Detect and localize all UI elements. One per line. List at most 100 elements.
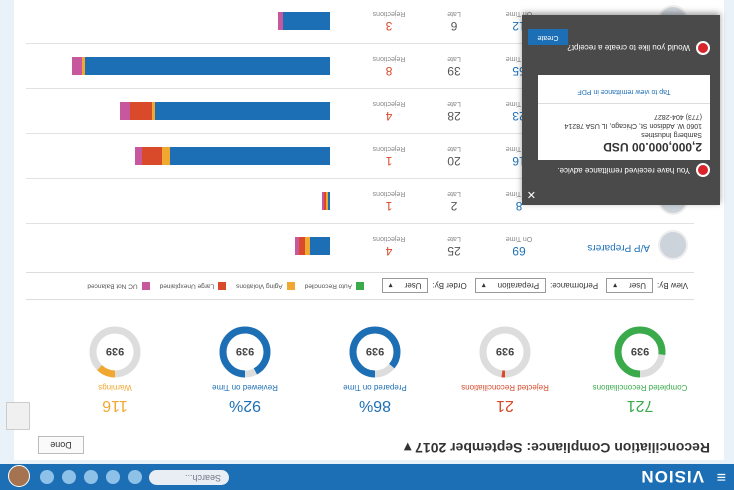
row-rejections-label: Rejections (372, 190, 406, 197)
bar-segment (283, 12, 330, 30)
bar-segment (72, 57, 82, 75)
donut-total: 939 (366, 345, 384, 357)
kpi-label: Prepared on Time (343, 383, 407, 392)
row-late: 20 (447, 154, 461, 168)
question-text: Would you like to create a receipt? (567, 43, 690, 52)
title-text: Reconciliation Compliance: September 201… (415, 440, 710, 456)
remittance-card[interactable]: 2,000,000.00 USD Samberg Industries 1060… (538, 75, 710, 160)
bar-segment (299, 237, 305, 255)
icon[interactable] (62, 470, 76, 484)
bar-segment (295, 237, 299, 255)
search-box[interactable]: Search... (149, 470, 229, 485)
icon[interactable] (84, 470, 98, 484)
row-late-label: Late (447, 10, 461, 17)
row-avatar (658, 230, 688, 260)
phone: (773) 404-2827 (654, 113, 702, 120)
donut-arc (219, 326, 271, 378)
company: Samberg Industries (641, 131, 702, 138)
legend-text: Aging Violations (236, 282, 283, 289)
kpi-value: 21 (496, 397, 514, 414)
donut-arc (349, 326, 401, 378)
row-on_time-label: On Time (505, 235, 533, 242)
amount: 2,000,000.00 USD (603, 140, 702, 154)
notification: ✕ You have received remittance advice. 2… (522, 15, 720, 205)
bar-segment (326, 192, 328, 210)
page-title[interactable]: Reconciliation Compliance: September 201… (404, 440, 710, 456)
filter-value: User (629, 281, 647, 290)
filter-bar: View By: User ▾ Performance: Preparation ▾ Ord… (26, 272, 694, 300)
bar-segment (322, 192, 324, 210)
top-bar: ≡ VISION Search... (0, 464, 734, 490)
close-button[interactable]: ✕ (526, 188, 536, 200)
alert-icon (696, 163, 710, 177)
pdf-link[interactable]: Tap to view remittance in PDF (538, 88, 710, 104)
legend-text: Large Unexplained (159, 282, 215, 289)
donut: 939 (219, 326, 271, 378)
bar-segment (130, 102, 152, 120)
filter-select[interactable]: Preparation ▾ (474, 278, 547, 293)
kpi-value: 116 (102, 397, 128, 414)
filter-label: View By: (657, 281, 688, 290)
row-rejections: 1 (385, 154, 393, 168)
dropdown-arrow: ▾ (388, 281, 393, 290)
row-late: 28 (447, 109, 461, 123)
kpi-label: Reviewed on Time (212, 383, 278, 392)
legend-swatch (141, 281, 150, 290)
donut-total: 939 (496, 345, 514, 357)
kpi-label: Completed Reconciliations (592, 383, 688, 392)
menu-icon[interactable]: ≡ (716, 468, 726, 485)
bar-segment (324, 192, 326, 210)
legend-item: Large Unexplained (159, 281, 227, 290)
row-rejections: 4 (385, 109, 393, 123)
kpi-label: Warnings (98, 383, 132, 392)
donut: 939 (479, 326, 531, 378)
row-rejections-label: Rejections (372, 55, 406, 62)
kpi-value: 92% (228, 397, 262, 414)
donut-arc (479, 326, 531, 378)
row-rejections: 3 (385, 19, 393, 33)
filter-label: Performance: (550, 281, 599, 290)
filter-value: User (404, 281, 422, 290)
legend-text: UC Not Balanced (87, 282, 138, 289)
kpi-value: 721 (626, 397, 654, 414)
alert-icon (696, 41, 710, 55)
avatar[interactable] (8, 465, 30, 487)
kpi-label: Rejected Reconciliations (461, 383, 549, 392)
bar-segment (328, 192, 330, 210)
donut: 939 (349, 326, 401, 378)
legend-swatch (356, 281, 364, 290)
row-late: 25 (447, 244, 461, 258)
dropdown-arrow: ▾ (481, 281, 486, 290)
notice-text: You have received remittance advice. (557, 166, 690, 175)
icon[interactable] (128, 470, 142, 484)
donut-arc (89, 326, 141, 378)
filter-select[interactable]: User ▾ (381, 278, 429, 293)
row-late: 39 (447, 64, 461, 78)
row-late-label: Late (447, 235, 461, 242)
bar-segment (82, 57, 85, 75)
legend-item: Auto Reconciled (305, 281, 364, 290)
kpi-value: 86% (358, 397, 392, 414)
bar-segment (170, 147, 330, 165)
row-rejections-label: Rejections (372, 10, 406, 17)
dropdown-arrow: ▾ (613, 281, 618, 290)
bar-segment (152, 102, 155, 120)
filter-value: Preparation (497, 281, 540, 290)
bar-segment (155, 102, 330, 120)
bar-segment (120, 102, 130, 120)
row-name: A/P Preparers (587, 242, 650, 253)
done-button[interactable]: Done (38, 436, 84, 454)
icon[interactable] (40, 470, 54, 484)
bar-segment (305, 237, 310, 255)
row-late: 2 (450, 199, 458, 213)
filter-select[interactable]: User ▾ (606, 278, 654, 293)
row-rejections: 8 (385, 64, 393, 78)
bar-segment (278, 12, 283, 30)
icon[interactable] (106, 470, 120, 484)
row-rejections-label: Rejections (372, 145, 406, 152)
legend-item: Aging Violations (236, 281, 295, 290)
donut-total: 939 (631, 345, 649, 357)
side-icon[interactable] (6, 402, 30, 430)
create-button[interactable]: Create (528, 29, 568, 45)
legend: Auto Reconciled Aging Violations Large Une… (77, 281, 364, 291)
